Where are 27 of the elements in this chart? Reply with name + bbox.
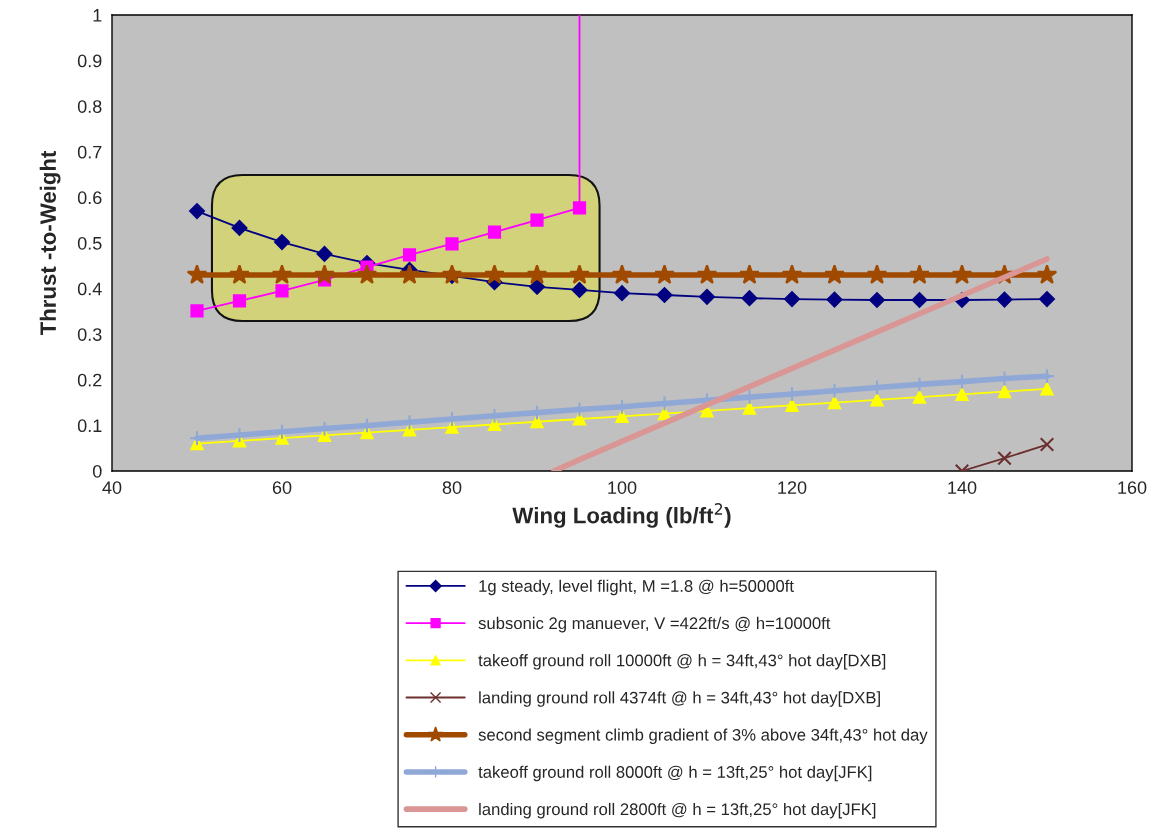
legend-label: takeoff ground roll 10000ft @ h = 34ft,43° hot day[DXB] [478, 654, 886, 670]
x-tick-label: 140 [948, 481, 977, 494]
x-tick-label: 40 [102, 481, 122, 494]
y-tick-label: 0.4 [77, 282, 102, 296]
x-tick-label: 80 [442, 481, 462, 494]
y-axis-title: Thrust -to-Weight [39, 150, 61, 336]
x-axis-title: Wing Loading (lb/ft$^{2}$) [512, 503, 731, 528]
y-tick-label: 0.6 [77, 191, 102, 205]
legend-label: subsonic 2g manuever, V =422ft/s @ h=10000ft [478, 616, 831, 633]
y-tick-label: 0.8 [77, 100, 102, 113]
y-tick-label: 0.3 [77, 328, 102, 341]
y-tick-label: 0 [92, 464, 102, 478]
y-tick-label: 1 [93, 9, 102, 22]
x-tick-label: 160 [1118, 481, 1147, 494]
x-tick-label: 100 [608, 481, 637, 494]
y-tick-label: 0.2 [77, 373, 102, 387]
legend-label: second segment climb gradient of 3% above 34ft,43° hot day [478, 728, 928, 745]
y-tick-label: 0.7 [77, 145, 102, 159]
y-tick-label: 0.5 [77, 236, 102, 250]
y-tick-label: 0.1 [77, 419, 102, 433]
y-tick-label: 0.9 [77, 54, 102, 68]
legend-label: 1g steady, level flight, M =1.8 @ h=50000ft [479, 579, 794, 596]
legend-label: landing ground roll 2800ft @ h = 13ft,25° hot day[JFK] [479, 802, 876, 819]
x-tick-label: 120 [778, 481, 807, 494]
x-tick-label: 60 [272, 481, 292, 494]
legend-label: takeoff ground roll 8000ft @ h = 13ft,25° hot day[JFK] [478, 765, 872, 782]
legend-label: landing ground roll 4374ft @ h = 34ft,43° hot day[DXB] [479, 691, 880, 707]
